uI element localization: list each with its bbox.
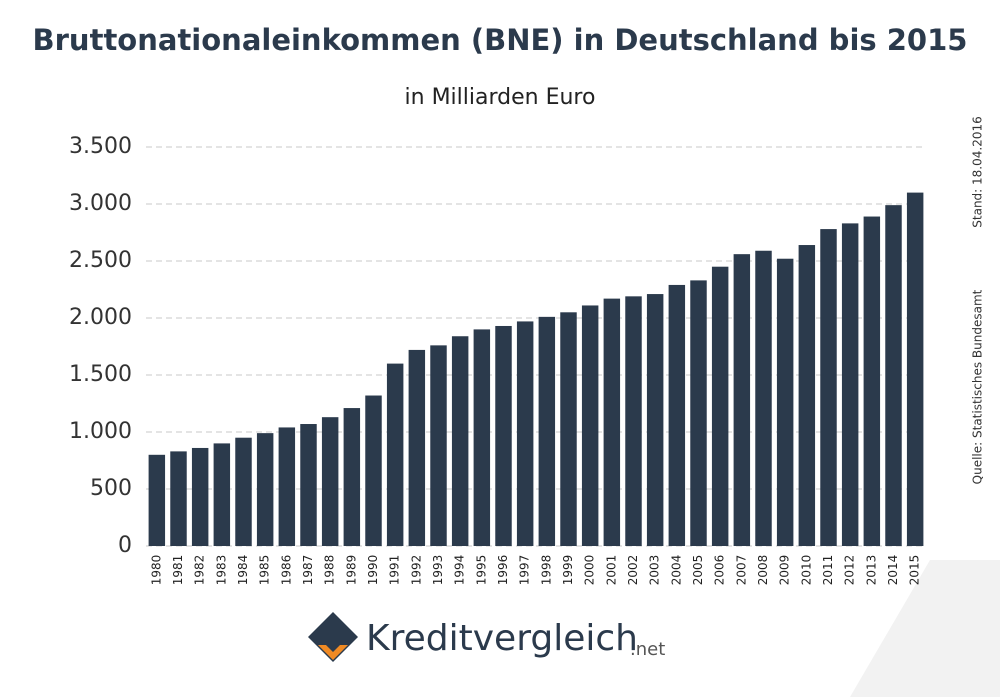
y-tick-label: 0 [118, 533, 132, 558]
bar [213, 443, 231, 546]
x-tick-label: 1983 [214, 555, 228, 586]
x-tick-label: 2009 [778, 555, 792, 586]
bar [776, 258, 794, 546]
bar [711, 266, 729, 546]
y-tick-label: 1.000 [69, 419, 132, 444]
background-watermark [850, 560, 1000, 697]
bar [343, 408, 361, 546]
bar [581, 305, 599, 546]
x-tick-label: 1993 [431, 555, 445, 586]
y-tick-label: 2.000 [69, 305, 132, 330]
bar [841, 223, 859, 546]
bar [408, 349, 426, 546]
x-tick-label: 2002 [626, 555, 640, 586]
bar [885, 205, 902, 546]
x-tick-label: 1985 [258, 555, 272, 586]
bar [538, 316, 556, 546]
x-tick-label: 2012 [843, 555, 857, 586]
chart-title: Bruttonationaleinkommen (BNE) in Deutsch… [33, 23, 968, 57]
y-tick-label: 3.000 [69, 191, 132, 216]
x-tick-label: 1984 [236, 555, 250, 586]
y-tick-label: 2.500 [69, 248, 132, 273]
x-tick-label: 1992 [409, 555, 423, 586]
x-tick-label: 2013 [864, 555, 878, 586]
x-tick-label: 2010 [799, 555, 813, 586]
x-tick-label: 2006 [713, 555, 727, 586]
bar [386, 363, 404, 546]
x-tick-label: 2014 [886, 555, 900, 586]
bar [820, 229, 837, 546]
bar [516, 321, 534, 546]
source-note: Quelle: Statistisches Bundesamt [971, 289, 985, 484]
logo-accent [318, 645, 348, 660]
bar [365, 395, 382, 546]
x-tick-label: 2003 [648, 555, 662, 586]
x-tick-label: 1980 [149, 555, 163, 586]
bar [495, 325, 512, 546]
bar [646, 294, 664, 546]
bar [170, 451, 187, 546]
x-tick-label: 1997 [518, 555, 532, 586]
x-tick-label: 2005 [691, 555, 705, 586]
x-tick-label: 1990 [366, 555, 380, 586]
chart-subtitle: in Milliarden Euro [405, 85, 596, 110]
bar [256, 433, 274, 546]
logo: Kreditvergleich .net [308, 612, 665, 662]
bar [191, 447, 209, 546]
x-tick-label: 2008 [756, 555, 770, 586]
bar [235, 437, 252, 546]
x-tick-label: 1989 [344, 555, 358, 586]
bar [430, 345, 447, 546]
bar [451, 336, 469, 546]
date-note: Stand: 18.04.2016 [971, 116, 985, 227]
bar [603, 298, 621, 546]
y-tick-label: 500 [90, 476, 132, 501]
bar [278, 427, 296, 546]
bar [473, 329, 491, 546]
logo-mark [308, 612, 358, 662]
bar [755, 250, 772, 547]
bar [560, 312, 577, 546]
bar [148, 454, 166, 546]
x-tick-label: 2007 [734, 555, 748, 586]
bar [798, 245, 816, 547]
bar [863, 216, 881, 547]
y-tick-label: 3.500 [69, 134, 132, 159]
bar [625, 296, 642, 546]
x-tick-label: 1994 [453, 555, 467, 586]
x-tick-label: 2011 [821, 555, 835, 586]
x-tick-label: 2004 [669, 555, 683, 586]
bar [300, 424, 317, 546]
x-tick-label: 2000 [583, 555, 597, 586]
x-tick-label: 1998 [539, 555, 553, 586]
bar [668, 284, 686, 546]
bar [321, 417, 339, 546]
x-tick-label: 2001 [604, 555, 618, 586]
x-tick-label: 1988 [323, 555, 337, 586]
brand-suffix: .net [630, 639, 665, 660]
x-tick-label: 1982 [193, 555, 207, 586]
x-tick-label: 1986 [279, 555, 293, 586]
brand-name: Kreditvergleich [366, 618, 638, 659]
bar [690, 280, 707, 546]
x-tick-label: 2015 [908, 555, 922, 586]
x-tick-label: 1996 [496, 555, 510, 586]
x-tick-label: 1987 [301, 555, 315, 586]
y-tick-label: 1.500 [69, 362, 132, 387]
bar [733, 254, 751, 546]
x-tick-label: 1991 [388, 555, 402, 586]
bar [906, 192, 924, 546]
x-tick-label: 1995 [474, 555, 488, 586]
x-tick-label: 1999 [561, 555, 575, 586]
x-tick-label: 1981 [171, 555, 185, 586]
